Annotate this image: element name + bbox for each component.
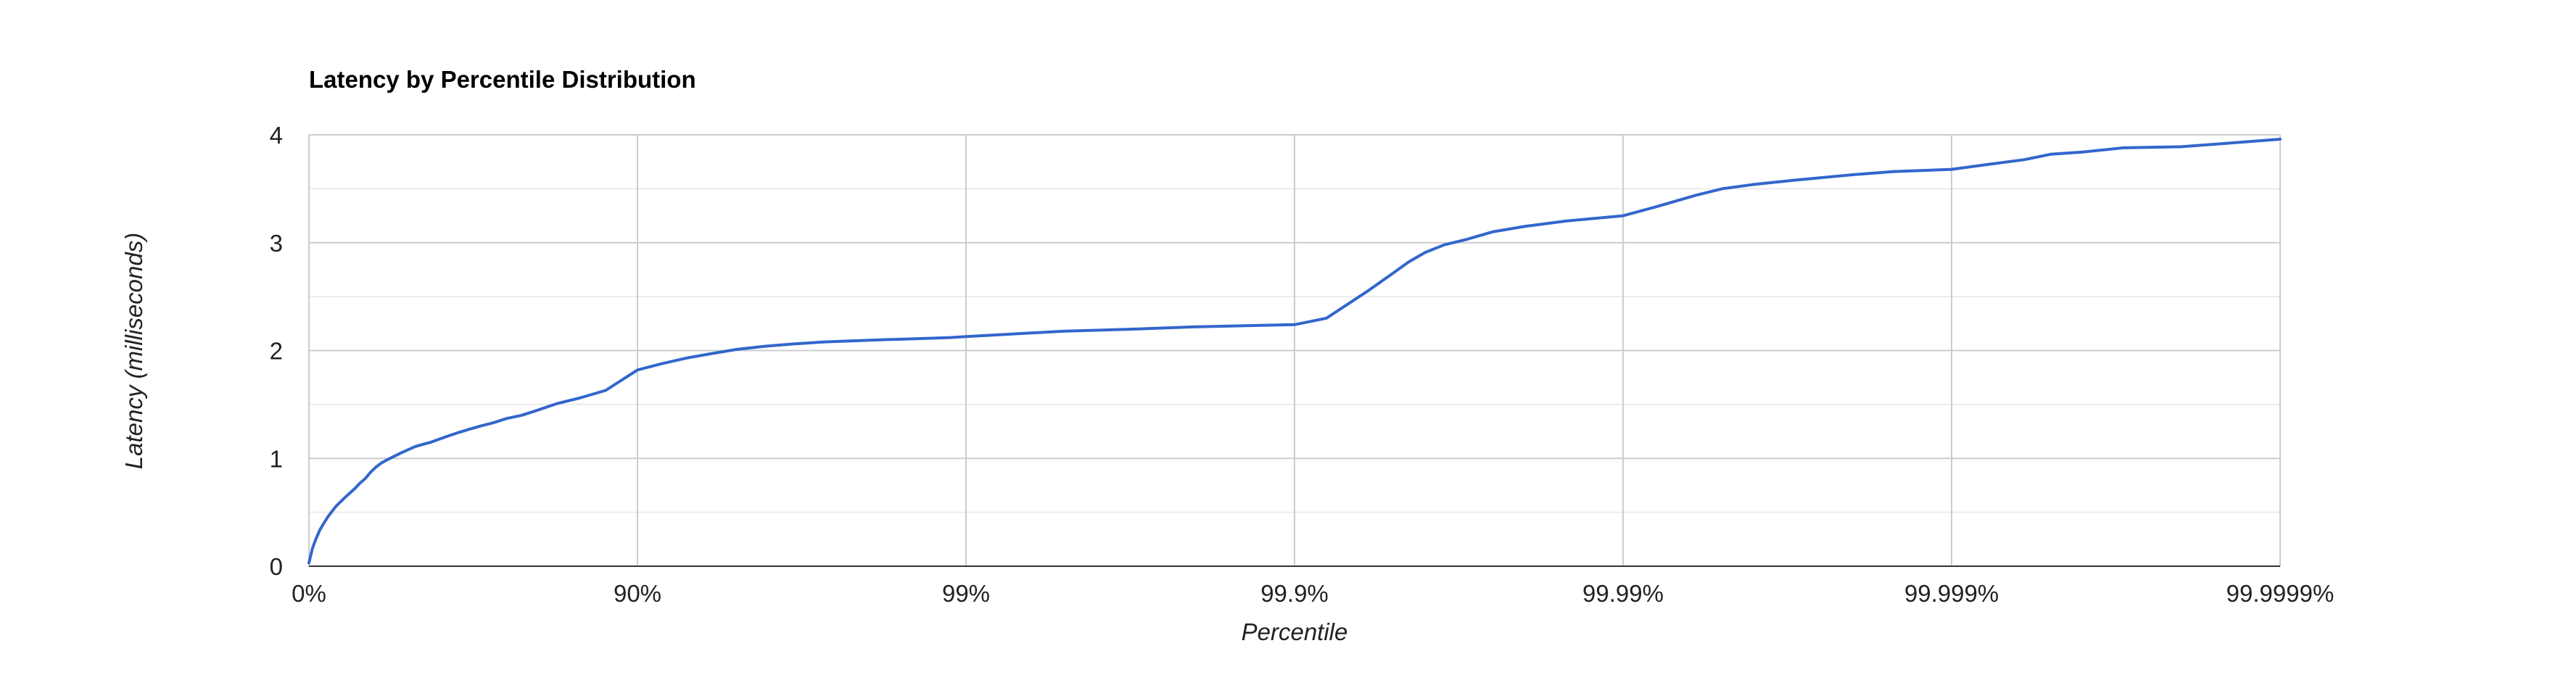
y-axis-title: Latency (milliseconds) bbox=[120, 233, 147, 469]
x-tick-label: 90% bbox=[614, 580, 661, 607]
x-tick-label: 99.9% bbox=[1260, 580, 1329, 607]
y-tick-label: 2 bbox=[270, 338, 283, 365]
y-tick-label: 0 bbox=[270, 553, 283, 580]
x-tick-label: 99.99% bbox=[1582, 580, 1664, 607]
x-tick-label: 99.999% bbox=[1904, 580, 1999, 607]
x-tick-label: 99.9999% bbox=[2226, 580, 2334, 607]
chart-title: Latency by Percentile Distribution bbox=[309, 66, 696, 93]
x-tick-label: 99% bbox=[942, 580, 990, 607]
series-line bbox=[307, 138, 2282, 565]
x-axis-title: Percentile bbox=[1242, 618, 1348, 645]
x-tick-label: 0% bbox=[292, 580, 326, 607]
y-tick-label: 1 bbox=[270, 445, 283, 472]
y-tick-label: 3 bbox=[270, 230, 283, 257]
y-tick-label: 4 bbox=[270, 122, 283, 149]
